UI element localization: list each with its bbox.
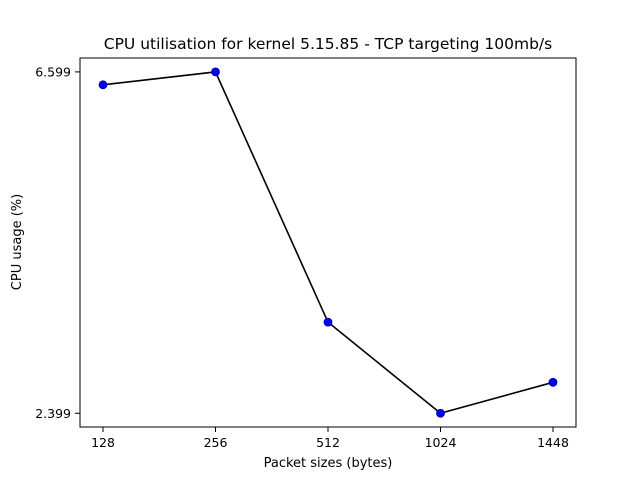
x-axis-label: Packet sizes (bytes) xyxy=(264,456,393,471)
data-point xyxy=(436,408,445,418)
plot-frame xyxy=(79,57,577,428)
data-point xyxy=(211,67,220,77)
y-tick-label: 2.399 xyxy=(35,406,71,421)
data-point xyxy=(98,80,108,90)
y-axis-label: CPU usage (%) xyxy=(10,194,25,290)
x-tick-label: 128 xyxy=(91,435,115,450)
data-point xyxy=(548,377,558,387)
x-tick-label: 1448 xyxy=(537,435,569,450)
x-tick-label: 512 xyxy=(316,435,340,450)
plot-area: 128 256 512 1024 1448 6.599 2.399 xyxy=(35,64,569,450)
x-tick-label: 256 xyxy=(204,435,228,450)
y-tick-label: 6.599 xyxy=(35,64,71,79)
chart-title: CPU utilisation for kernel 5.15.85 - TCP… xyxy=(104,35,552,53)
data-point xyxy=(323,317,333,327)
x-tick-label: 1024 xyxy=(425,435,457,450)
